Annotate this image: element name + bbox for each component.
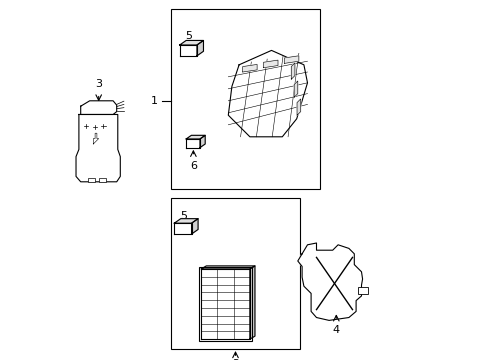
Polygon shape: [228, 50, 307, 137]
Bar: [99, 178, 106, 182]
Polygon shape: [242, 64, 257, 72]
Bar: [170, 9, 320, 189]
Polygon shape: [197, 40, 203, 56]
Text: 1: 1: [151, 96, 158, 106]
Polygon shape: [186, 135, 205, 139]
Polygon shape: [81, 101, 117, 114]
Bar: [170, 198, 300, 349]
Polygon shape: [263, 60, 277, 68]
Polygon shape: [201, 266, 254, 269]
Polygon shape: [201, 269, 249, 339]
Text: 2: 2: [231, 359, 239, 360]
Text: 5: 5: [185, 31, 192, 41]
Text: 4: 4: [332, 325, 339, 335]
Bar: [357, 287, 367, 294]
Polygon shape: [191, 219, 198, 234]
Polygon shape: [200, 135, 205, 148]
Polygon shape: [174, 219, 198, 223]
Polygon shape: [294, 81, 297, 97]
Polygon shape: [297, 243, 362, 320]
Polygon shape: [186, 139, 200, 148]
Polygon shape: [179, 40, 203, 45]
Text: 5: 5: [180, 211, 186, 221]
Polygon shape: [179, 45, 197, 56]
Polygon shape: [249, 266, 254, 339]
Text: 3: 3: [95, 79, 102, 89]
Polygon shape: [174, 223, 191, 234]
Polygon shape: [76, 114, 120, 182]
Polygon shape: [296, 99, 300, 115]
Polygon shape: [291, 63, 294, 79]
Bar: [199, 267, 251, 341]
Bar: [88, 178, 95, 182]
Polygon shape: [284, 56, 298, 63]
Text: 6: 6: [189, 161, 197, 171]
